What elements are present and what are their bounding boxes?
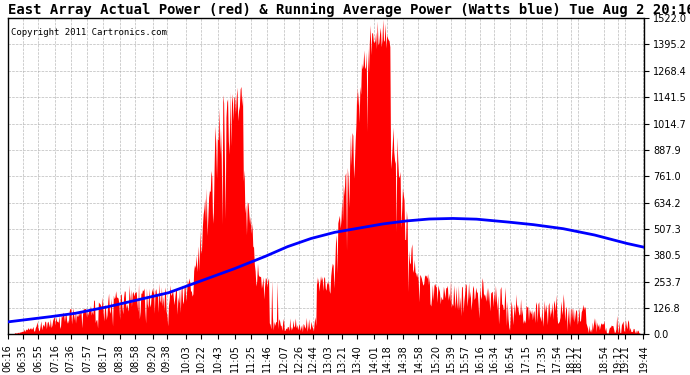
Text: East Array Actual Power (red) & Running Average Power (Watts blue) Tue Aug 2 20:: East Array Actual Power (red) & Running …: [8, 3, 690, 17]
Text: Copyright 2011 Cartronics.com: Copyright 2011 Cartronics.com: [11, 28, 167, 37]
